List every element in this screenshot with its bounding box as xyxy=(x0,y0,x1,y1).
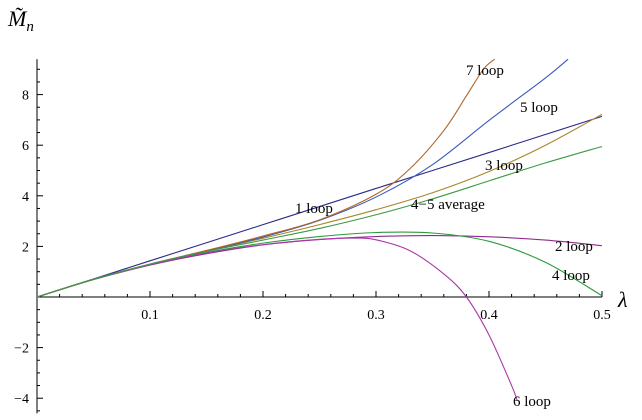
labels-layer: 1 loop 2 loop 3 loop 4 loop 5 loop 6 loop 7 lo… xyxy=(295,63,593,410)
series-layer xyxy=(37,58,603,401)
series-label-3-loop: 3 loop xyxy=(485,158,523,174)
y-axis-title-main: M̃ xyxy=(7,6,28,31)
series-label-2-loop: 2 loop xyxy=(555,239,593,255)
x-tick-label: 0.5 xyxy=(593,308,611,323)
series-label-1-loop: 1 loop xyxy=(295,201,333,217)
x-tick-label: 0.2 xyxy=(254,308,272,323)
y-tick-label: −2 xyxy=(14,342,29,357)
y-tick-label: −4 xyxy=(14,392,29,407)
y-tick-label: 8 xyxy=(22,89,29,104)
series-line-6-loop xyxy=(37,237,518,401)
series-line-1-loop xyxy=(37,115,603,298)
series-line-7-loop xyxy=(37,58,496,298)
x-axis-title: λ xyxy=(617,287,628,312)
x-tick-label: 0.1 xyxy=(141,308,159,323)
series-label-4-loop: 4 loop xyxy=(552,268,590,284)
y-tick-label: 2 xyxy=(22,240,29,255)
y-axis-title-subscript: n xyxy=(26,19,34,35)
series-line-4-loop xyxy=(37,231,603,298)
y-tick-label: 6 xyxy=(22,139,29,154)
x-tick-label: 0.3 xyxy=(367,308,385,323)
y-axis-title: M̃n xyxy=(7,6,34,35)
y-tick-label: 4 xyxy=(22,190,29,205)
series-label-6-loop: 6 loop xyxy=(513,394,551,410)
series-line-5-loop xyxy=(37,58,569,298)
series-label-4-5-average: 4−5 average xyxy=(411,197,485,213)
series-line-2-loop xyxy=(37,234,603,298)
x-tick-label: 0.4 xyxy=(480,308,498,323)
series-line-4-5-average xyxy=(37,145,603,298)
series-label-7-loop: 7 loop xyxy=(466,63,504,79)
series-label-5-loop: 5 loop xyxy=(520,100,558,116)
axes: 0.1 0.2 0.3 0.4 0.5 −4 −2 2 4 6 8 xyxy=(14,59,611,414)
